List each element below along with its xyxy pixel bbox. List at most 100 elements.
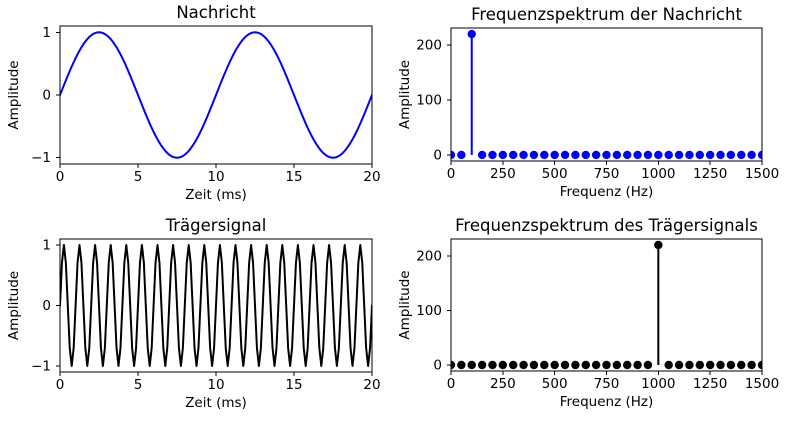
y-tick-label-spektrum-nachricht: 200 [416,38,442,54]
stem-marker-1350hz [726,360,736,370]
stem-marker-1200hz [695,360,704,370]
x-axis-label-nachricht: Zeit (ms) [185,187,247,203]
stem-marker-500hz [550,360,559,370]
plot-area-nachricht [59,31,373,159]
stem-marker-500hz [550,150,559,160]
y-tick-label-nachricht: 1 [42,25,51,41]
plot-area-spektrum-nachricht [450,29,763,160]
stem-marker-1000hz [654,150,663,160]
stem-marker-150hz [477,150,487,160]
stem-marker-50hz [457,360,466,370]
x-tick-label-nachricht: 10 [207,169,224,185]
subplot-traegersignal: 0 5 10 15 20 −1 0 1 Trägersignal Zeit (ms) Amplitu… [6,216,381,411]
stem-marker-650hz [581,150,590,160]
plot-area-spektrum-traegersignal [450,240,763,370]
stem-marker-850hz [623,150,632,160]
stem-marker-0hz [450,360,456,370]
y-tick-label-spektrum-traegersignal: 100 [416,303,442,319]
x-tick-label-spektrum-traegersignal: 500 [542,376,568,392]
signal-line-traegersignal [59,244,373,367]
signal-line-nachricht [59,31,373,159]
x-tick-label-spektrum-nachricht: 1500 [745,166,779,182]
stem-marker-150hz [477,360,487,370]
stem-marker-1100hz [674,150,684,160]
axes-background-spektrum-traegersignal [451,239,762,371]
stem-marker-1400hz [737,360,746,370]
y-tick-label-spektrum-nachricht: 100 [416,92,442,108]
x-tick-label-nachricht: 0 [56,169,65,185]
stem-marker-950hz [643,150,653,160]
stem-marker-1250hz [705,360,715,370]
plot-title-spektrum-nachricht: Frequenzspektrum der Nachricht [471,5,742,24]
stem-marker-800hz [612,360,622,370]
x-tick-label-spektrum-nachricht: 1250 [693,166,727,182]
x-tick-label-spektrum-nachricht: 0 [447,166,456,182]
x-tick-label-spektrum-traegersignal: 0 [447,376,456,392]
stem-marker-1450hz [747,150,756,160]
plot-area-traegersignal [59,244,373,367]
stem-marker-100hz [467,29,476,39]
subplot-spektrum-nachricht: 0 250 500 750 1000 1250 1500 0 100 200 Frequenzspe… [397,5,779,200]
x-tick-label-spektrum-traegersignal: 1000 [641,376,675,392]
y-tick-label-nachricht: −1 [31,150,51,166]
stem-marker-200hz [488,150,497,160]
stem-marker-1050hz [664,150,673,160]
stem-marker-550hz [560,360,570,370]
stem-marker-350hz [519,150,528,160]
x-tick-label-nachricht: 5 [134,169,143,185]
stem-marker-900hz [633,150,642,160]
stem-marker-950hz [643,360,653,370]
stem-marker-700hz [591,360,601,370]
plot-title-spektrum-traegersignal: Frequenzspektrum des Trägersignals [455,216,758,235]
stem-marker-750hz [602,150,611,160]
stem-marker-400hz [529,360,539,370]
x-tick-label-nachricht: 20 [363,169,380,185]
stem-marker-400hz [529,150,539,160]
stem-marker-750hz [602,360,611,370]
x-tick-label-spektrum-traegersignal: 750 [594,376,620,392]
stem-marker-1500hz [757,150,763,160]
stem-marker-1450hz [747,360,756,370]
x-tick-label-traegersignal: 20 [363,377,380,393]
stem-marker-350hz [519,360,528,370]
x-tick-label-spektrum-nachricht: 750 [594,166,620,182]
y-axis-label-spektrum-nachricht: Amplitude [397,60,413,129]
stem-marker-250hz [498,150,508,160]
y-tick-label-traegersignal: −1 [31,358,51,374]
x-tick-label-spektrum-nachricht: 250 [490,166,516,182]
stem-marker-300hz [509,150,518,160]
x-tick-label-traegersignal: 10 [207,377,224,393]
subplot-nachricht: 0 5 10 15 20 −1 0 1 Nachricht Zeit (ms) Amplitude [6,3,381,203]
x-axis-label-spektrum-traegersignal: Frequenz (Hz) [560,394,653,410]
axes-background-spektrum-nachricht [451,28,762,161]
stem-marker-1300hz [716,150,725,160]
stem-marker-850hz [623,360,632,370]
stem-marker-1000hz [654,240,663,250]
stem-marker-300hz [509,360,518,370]
x-tick-label-traegersignal: 0 [56,377,65,393]
stem-marker-1400hz [737,150,746,160]
y-tick-label-spektrum-nachricht: 0 [433,147,442,163]
y-tick-label-traegersignal: 1 [42,238,51,254]
x-axis-label-traegersignal: Zeit (ms) [185,395,247,411]
stem-marker-50hz [457,150,466,160]
x-tick-label-spektrum-traegersignal: 1250 [693,376,727,392]
x-tick-label-spektrum-nachricht: 1000 [641,166,675,182]
x-tick-label-spektrum-nachricht: 500 [542,166,568,182]
stem-marker-1350hz [726,150,736,160]
stem-marker-600hz [571,150,580,160]
stem-marker-650hz [581,360,590,370]
plot-title-nachricht: Nachricht [176,3,256,22]
stem-marker-450hz [540,360,549,370]
y-tick-label-spektrum-traegersignal: 200 [416,248,442,264]
stem-marker-200hz [488,360,497,370]
stem-marker-1150hz [685,150,694,160]
stem-marker-1500hz [757,360,763,370]
x-tick-label-traegersignal: 5 [134,377,143,393]
stem-marker-900hz [633,360,642,370]
x-axis-label-spektrum-nachricht: Frequenz (Hz) [560,184,653,200]
plot-title-traegersignal: Trägersignal [165,216,267,235]
stem-marker-250hz [498,360,508,370]
